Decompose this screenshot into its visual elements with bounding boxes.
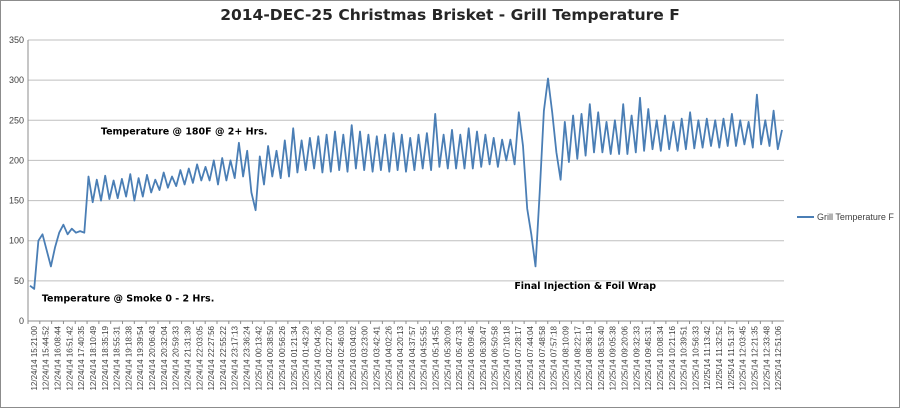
x-tick-label: 12/25/14 12:33:48 [762,325,771,390]
x-tick-label: 12/25/14 09:32:33 [632,325,641,390]
axes [27,40,784,322]
x-tick-label: 12/24/14 19:39:54 [136,325,145,390]
x-tick-label: 12/25/14 09:45:31 [644,325,653,390]
annotation-label: Temperature @ Smoke 0 - 2 Hrs. [42,294,215,305]
x-tick-label: 12/24/14 18:35:19 [101,325,110,390]
x-tick-label: 12/25/14 06:09:45 [467,325,476,390]
x-tick-label: 12/25/14 09:05:38 [609,325,618,390]
chart-title: 2014-DEC-25 Christmas Brisket - Grill Te… [220,6,680,24]
x-tick-label: 12/25/14 08:22:17 [573,325,582,390]
x-tick-label: 12/25/14 01:21:34 [290,325,299,390]
x-tick-label: 12/25/14 06:50:58 [491,325,500,390]
x-tick-label: 12/24/14 20:32:04 [160,325,169,390]
x-tick-label: 12/25/14 09:20:06 [621,325,630,390]
x-tick-label: 12/24/14 17:40:35 [77,325,86,390]
x-tick-label: 12/25/14 02:04:26 [313,325,322,390]
x-tick-label: 12/25/14 00:38:50 [266,325,275,390]
x-tick-label: 12/25/14 12:51:06 [774,325,783,390]
x-tick-label: 12/25/14 03:42:41 [372,325,381,390]
legend: Grill Temperature F [797,212,894,222]
x-tick-label: 12/25/14 07:57:18 [550,325,559,390]
x-tick-label: 12/24/14 21:31:39 [183,325,192,390]
x-tick-label: 12/25/14 11:32:52 [715,325,724,389]
annotation-label: Temperature @ 180F @ 2+ Hrs. [101,127,268,138]
y-tick-label: 300 [9,75,24,85]
x-tick-label: 12/24/14 20:06:43 [148,325,157,390]
x-tick-label: 12/25/14 04:55:55 [420,325,429,390]
x-tick-label: 12/25/14 04:20:13 [396,325,405,390]
x-tick-label: 12/24/14 16:08:44 [54,325,63,390]
x-tick-label: 12/25/14 02:27:00 [325,325,334,390]
x-tick-label: 12/25/14 10:08:34 [656,325,665,390]
x-tick-label: 12/24/14 23:36:24 [243,325,252,390]
x-tick-label: 12/25/14 00:13:42 [254,325,263,390]
x-tick-label: 12/25/14 00:56:26 [278,325,287,390]
x-tick-label: 12/25/14 02:46:03 [337,325,346,390]
x-axis-tick-labels: 12/24/14 15:21:00 12/24/14 15:44:52 12/24/… [27,321,783,391]
x-tick-label: 12/25/14 01:43:29 [302,325,311,390]
x-tick-label: 12/25/14 12:03:45 [739,325,748,390]
x-tick-label: 12/24/14 22:03:05 [195,325,204,390]
x-tick-label: 12/25/14 07:44:04 [526,325,535,390]
annotations: Temperature @ 180F @ 2+ Hrs. Final Inject… [42,127,656,305]
x-tick-label: 12/24/14 18:10:49 [89,325,98,390]
x-tick-label: 12/25/14 11:51:37 [727,325,736,389]
x-tick-label: 12/25/14 07:10:18 [502,325,511,390]
x-tick-label: 12/25/14 04:02:26 [384,325,393,390]
x-tick-label: 12/24/14 18:55:31 [113,325,122,390]
x-tick-label: 12/24/14 22:55:22 [219,325,228,390]
y-tick-label: 250 [9,115,24,125]
x-tick-label: 12/25/14 10:39:51 [680,325,689,390]
x-tick-label: 12/24/14 16:51:42 [65,325,74,390]
series-line-grill-temperature [29,77,783,290]
y-tick-label: 0 [19,316,24,326]
legend-label: Grill Temperature F [817,212,894,222]
x-tick-label: 12/24/14 22:27:56 [207,325,216,390]
x-tick-label: 12/25/14 10:21:16 [668,325,677,390]
x-tick-label: 12/25/14 07:28:17 [514,325,523,390]
x-tick-label: 12/25/14 07:48:58 [538,325,547,390]
y-axis-tick-labels: 0 50 100 150 200 250 300 350 [9,35,24,326]
y-tick-label: 100 [9,236,24,246]
y-tick-label: 200 [9,155,24,165]
x-tick-label: 12/25/14 08:53:40 [597,325,606,390]
x-tick-label: 12/24/14 23:17:13 [231,325,240,390]
y-tick-label: 150 [9,196,24,206]
x-tick-label: 12/24/14 15:44:52 [42,325,51,390]
y-tick-label: 50 [14,276,24,286]
y-tick-label: 350 [9,35,24,45]
x-tick-label: 12/25/14 03:04:02 [349,325,358,390]
x-tick-label: 12/25/14 05:47:33 [455,325,464,390]
x-tick-label: 12/24/14 20:59:33 [172,325,181,390]
series-layer [29,77,783,290]
x-tick-label: 12/25/14 11:13:42 [703,325,712,389]
x-tick-label: 12/25/14 08:36:19 [585,325,594,390]
annotation-label: Final Injection & Foil Wrap [514,281,656,292]
x-tick-label: 12/25/14 05:14:55 [432,325,441,390]
x-tick-label: 12/25/14 04:37:57 [408,325,417,390]
x-tick-label: 12/24/14 15:21:00 [30,325,39,390]
x-tick-label: 12/25/14 08:10:09 [561,325,570,390]
x-tick-label: 12/25/14 10:56:33 [691,325,700,390]
x-tick-label: 12/25/14 03:23:00 [361,325,370,390]
x-tick-label: 12/24/14 19:18:38 [124,325,133,390]
x-tick-label: 12/25/14 06:30:47 [479,325,488,390]
x-tick-label: 12/25/14 05:30:09 [443,325,452,390]
gridlines [28,39,784,322]
x-tick-label: 12/25/14 12:21:35 [750,325,759,390]
